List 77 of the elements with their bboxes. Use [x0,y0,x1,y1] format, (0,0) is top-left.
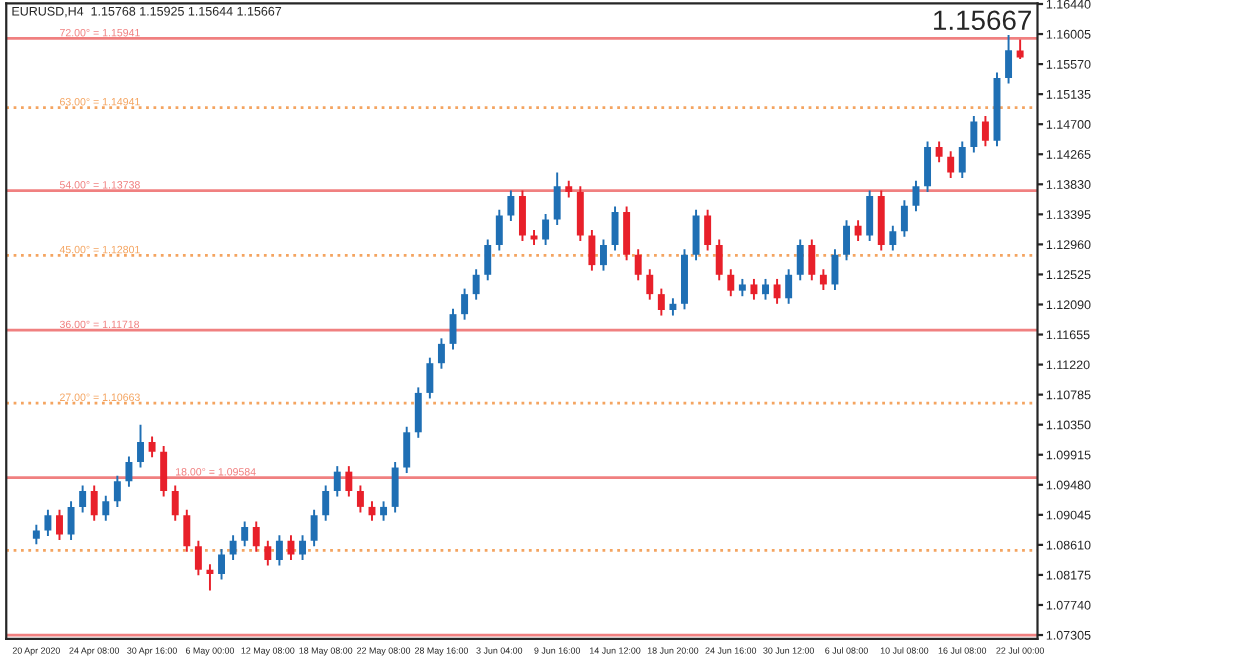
candlestick [900,199,908,238]
candlestick [727,268,735,298]
candlestick [218,548,225,581]
candlestick [437,337,445,370]
candlestick [426,356,434,400]
annotation: 1.15667 [934,10,1031,31]
candlestick [229,534,237,562]
candlestick [310,508,318,548]
candlestick [299,534,307,562]
candlestick [889,224,897,252]
candlestick [600,238,607,272]
candlestick [588,228,596,272]
candlestick [160,445,168,498]
candlestick [715,238,723,282]
candlestick [403,425,411,475]
candlestick [125,455,133,488]
candlestick [692,208,700,262]
candlestick [137,423,144,469]
candlestick [773,277,781,305]
candlestick [553,171,561,227]
candlestick [171,484,179,522]
candlestick [241,520,249,548]
candlestick [762,277,769,301]
candlestick [113,474,121,508]
candlestick [148,435,156,459]
candlestick [391,461,399,514]
candlestick [102,494,110,522]
candlestick [380,500,388,522]
candlestick [67,500,75,542]
candlestick [623,205,631,262]
candlestick [275,534,283,567]
candlestick [56,508,63,542]
candlestick [634,248,642,282]
candlestick [819,268,827,291]
candlestick [808,238,816,282]
candlestick [206,563,214,592]
candlestick [32,523,40,546]
candlestick [785,268,793,305]
candlestick [356,484,364,514]
candlestick [322,484,330,522]
candlestick [183,508,191,553]
candlestick [484,238,492,282]
candlestick [958,140,966,180]
candlestick [495,208,503,252]
candlestick [947,150,955,180]
candlestick [414,386,422,439]
candlestick [611,205,619,252]
candlestick [264,539,272,567]
candlestick [831,248,839,291]
candlestick [461,287,469,321]
candlestick [843,219,850,262]
candlestick [750,277,758,301]
candlestick [912,179,920,213]
candlestick [935,140,943,164]
candlestick [44,508,52,537]
candlestick [507,189,515,222]
candlestick [518,189,526,242]
candlestick [854,219,862,242]
candlestick [345,465,353,498]
candlestick [79,484,87,514]
candlestick [1016,38,1024,60]
candlestick [646,268,654,301]
candlestick [924,140,932,193]
candlestick [333,465,341,498]
candlestick [796,238,804,282]
candlestick [194,539,202,577]
candlestick [542,213,550,247]
candlestick [657,287,665,317]
candlestick [576,185,584,242]
candlestick [90,484,98,522]
candlestick [704,208,712,252]
candlestick [1005,34,1013,85]
candlestick [472,268,480,301]
candlestick [970,114,978,154]
candlestick [866,189,874,242]
candlestick [981,114,989,148]
candlestick [252,520,260,553]
